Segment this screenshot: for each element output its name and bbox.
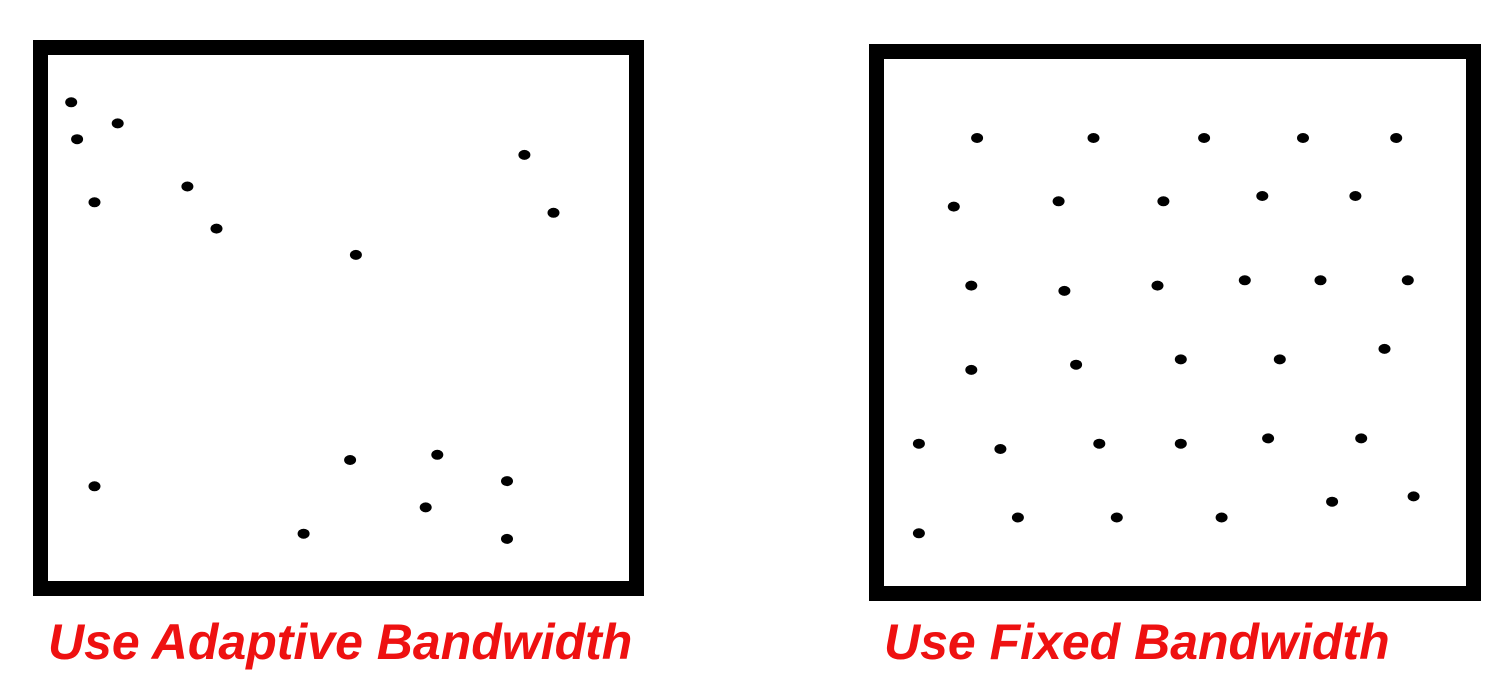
adaptive-point-10 (89, 481, 101, 491)
adaptive-point-3 (112, 118, 124, 128)
adaptive-point-8 (518, 150, 530, 160)
adaptive-point-1 (65, 97, 77, 107)
fixed-point-30 (1111, 513, 1123, 523)
fixed-point-17 (965, 365, 977, 375)
adaptive-point-12 (431, 450, 443, 460)
fixed-point-11 (965, 281, 977, 291)
fixed-point-26 (1262, 433, 1274, 443)
fixed-point-4 (1297, 133, 1309, 143)
adaptive-point-9 (548, 208, 560, 218)
fixed-point-33 (1408, 491, 1420, 501)
adaptive-point-14 (420, 502, 432, 512)
adaptive-point-11 (344, 455, 356, 465)
fixed-point-8 (1157, 196, 1169, 206)
adaptive-point-16 (501, 534, 513, 544)
adaptive-point-15 (298, 529, 310, 539)
fixed-point-28 (913, 528, 925, 538)
fixed-point-16 (1402, 275, 1414, 285)
adaptive-point-2 (71, 134, 83, 144)
fixed-point-7 (1053, 196, 1065, 206)
fixed-bandwidth-panel (869, 44, 1481, 601)
fixed-point-10 (1349, 191, 1361, 201)
fixed-point-2 (1088, 133, 1100, 143)
adaptive-bandwidth-caption: Use Adaptive Bandwidth (48, 617, 632, 667)
fixed-point-20 (1274, 354, 1286, 364)
fixed-point-3 (1198, 133, 1210, 143)
adaptive-point-7 (350, 250, 362, 260)
fixed-point-6 (948, 202, 960, 212)
fixed-point-5 (1390, 133, 1402, 143)
fixed-point-24 (1093, 439, 1105, 449)
fixed-point-12 (1058, 286, 1070, 296)
adaptive-point-5 (181, 182, 193, 192)
fixed-point-1 (971, 133, 983, 143)
fixed-point-9 (1256, 191, 1268, 201)
adaptive-bandwidth-panel (33, 40, 644, 596)
fixed-point-19 (1175, 354, 1187, 364)
fixed-point-22 (913, 439, 925, 449)
fixed-point-18 (1070, 360, 1082, 370)
adaptive-point-6 (211, 224, 223, 234)
fixed-point-29 (1012, 513, 1024, 523)
fixed-bandwidth-caption: Use Fixed Bandwidth (884, 617, 1390, 667)
adaptive-point-4 (89, 197, 101, 207)
fixed-point-31 (1216, 513, 1228, 523)
fixed-point-27 (1355, 433, 1367, 443)
fixed-point-14 (1239, 275, 1251, 285)
fixed-point-21 (1379, 344, 1391, 354)
fixed-point-plot (884, 59, 1466, 586)
adaptive-point-plot (48, 55, 629, 581)
fixed-point-32 (1326, 497, 1338, 507)
fixed-point-25 (1175, 439, 1187, 449)
fixed-point-23 (994, 444, 1006, 454)
fixed-point-13 (1152, 281, 1164, 291)
fixed-point-15 (1315, 275, 1327, 285)
adaptive-point-13 (501, 476, 513, 486)
